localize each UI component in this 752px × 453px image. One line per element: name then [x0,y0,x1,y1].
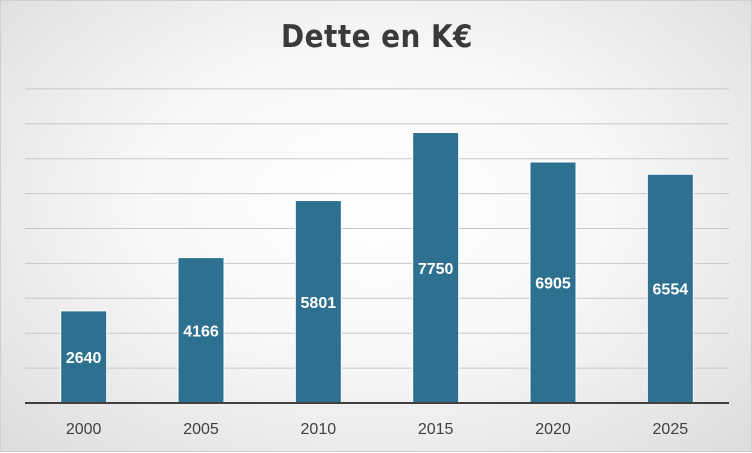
x-tick-label: 2015 [418,421,454,438]
bar [412,132,460,404]
data-label: 5801 [301,295,337,312]
data-label: 6554 [653,282,689,299]
chart-title: Dette en K€ [281,19,473,55]
bar [177,257,225,404]
data-label: 6905 [535,276,571,293]
x-tick-label: 2000 [66,421,102,438]
data-label: 4166 [183,323,219,340]
x-tick-label: 2020 [535,421,571,438]
data-label: 2640 [66,350,102,367]
bar [60,310,108,404]
x-tick-label: 2010 [301,421,337,438]
x-tick-label: 2005 [183,421,219,438]
x-tick-label: 2025 [653,421,689,438]
data-label: 7750 [418,261,454,278]
bar [294,200,342,404]
